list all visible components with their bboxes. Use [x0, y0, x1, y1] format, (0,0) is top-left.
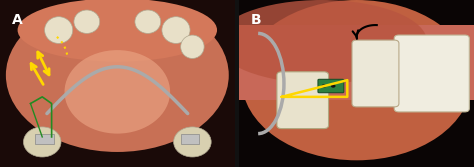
- Ellipse shape: [181, 35, 204, 58]
- FancyBboxPatch shape: [277, 72, 328, 129]
- Ellipse shape: [242, 0, 472, 160]
- Ellipse shape: [18, 0, 217, 62]
- Circle shape: [331, 84, 336, 88]
- Circle shape: [321, 84, 326, 88]
- Ellipse shape: [23, 127, 61, 157]
- Bar: [181, 134, 200, 144]
- Ellipse shape: [6, 0, 229, 152]
- Text: A: A: [12, 13, 22, 27]
- Ellipse shape: [64, 50, 170, 134]
- Ellipse shape: [74, 10, 100, 33]
- Text: B: B: [251, 13, 262, 27]
- Ellipse shape: [216, 0, 427, 84]
- Ellipse shape: [162, 17, 190, 43]
- FancyBboxPatch shape: [352, 40, 399, 107]
- Ellipse shape: [45, 17, 73, 43]
- FancyBboxPatch shape: [394, 35, 469, 112]
- Bar: [35, 134, 54, 144]
- Ellipse shape: [173, 127, 211, 157]
- Ellipse shape: [135, 10, 161, 33]
- FancyBboxPatch shape: [318, 79, 344, 93]
- Bar: [239, 25, 474, 100]
